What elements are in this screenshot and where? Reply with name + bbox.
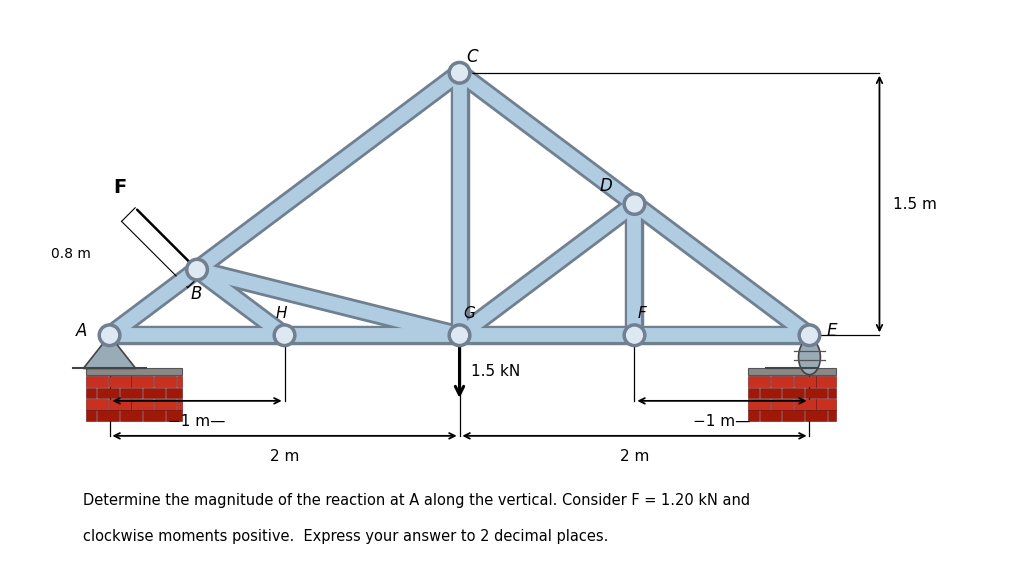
Circle shape (627, 328, 642, 343)
Bar (771, 377, 793, 387)
Text: E: E (827, 322, 838, 340)
Circle shape (627, 196, 642, 212)
Text: C: C (467, 48, 478, 66)
Text: D: D (600, 177, 612, 195)
Bar (166, 410, 182, 421)
Text: −1 m—: −1 m— (168, 414, 225, 429)
Text: G: G (463, 306, 475, 321)
Circle shape (189, 262, 205, 278)
Bar (816, 399, 836, 410)
Circle shape (101, 328, 118, 343)
Bar (120, 410, 142, 421)
Bar (86, 399, 108, 410)
Circle shape (624, 192, 646, 215)
Circle shape (802, 328, 817, 343)
Bar (142, 388, 165, 398)
Bar (827, 388, 836, 398)
Bar (120, 388, 142, 398)
Bar (109, 377, 130, 387)
Text: F: F (638, 306, 647, 321)
Bar (177, 399, 182, 410)
Bar (86, 368, 182, 375)
Bar (782, 410, 804, 421)
Text: −1 m—: −1 m— (693, 414, 751, 429)
Ellipse shape (799, 340, 820, 375)
Polygon shape (83, 335, 136, 368)
Bar (760, 388, 781, 398)
Bar (166, 388, 182, 398)
Bar (749, 377, 770, 387)
Circle shape (276, 328, 293, 343)
Bar (131, 399, 154, 410)
Bar (86, 410, 96, 421)
Bar (771, 399, 793, 410)
Bar (177, 377, 182, 387)
Bar (142, 410, 165, 421)
Bar (97, 410, 119, 421)
Bar (749, 410, 759, 421)
Bar (794, 399, 815, 410)
Circle shape (624, 324, 646, 347)
Text: 0.8 m: 0.8 m (51, 248, 91, 262)
Bar (749, 399, 770, 410)
Bar (782, 388, 804, 398)
Bar (131, 377, 154, 387)
Text: 2 m: 2 m (270, 449, 299, 464)
Circle shape (449, 61, 471, 84)
Bar (155, 377, 176, 387)
Text: clockwise moments positive.  Express your answer to 2 decimal places.: clockwise moments positive. Express your… (83, 529, 608, 545)
Bar (816, 377, 836, 387)
Circle shape (452, 328, 467, 343)
Bar (827, 410, 836, 421)
Bar (805, 388, 827, 398)
Circle shape (798, 324, 821, 347)
Circle shape (98, 324, 121, 347)
Bar (86, 388, 96, 398)
Bar (86, 377, 108, 387)
Text: 1.5 kN: 1.5 kN (471, 364, 520, 380)
Bar (749, 368, 836, 375)
Bar (794, 377, 815, 387)
Circle shape (452, 65, 467, 80)
Text: 2 m: 2 m (620, 449, 649, 464)
Circle shape (185, 258, 209, 281)
Text: A: A (77, 322, 88, 340)
Bar (805, 410, 827, 421)
Text: F: F (113, 178, 126, 197)
Text: 1.5 m: 1.5 m (893, 196, 937, 212)
Text: B: B (190, 285, 203, 303)
Text: Determine the magnitude of the reaction at A along the vertical. Consider F = 1.: Determine the magnitude of the reaction … (83, 493, 751, 508)
Bar (749, 388, 759, 398)
Text: H: H (275, 306, 287, 321)
Circle shape (449, 324, 471, 347)
Bar (97, 388, 119, 398)
Bar (109, 399, 130, 410)
Bar (760, 410, 781, 421)
Circle shape (273, 324, 296, 347)
Bar (155, 399, 176, 410)
